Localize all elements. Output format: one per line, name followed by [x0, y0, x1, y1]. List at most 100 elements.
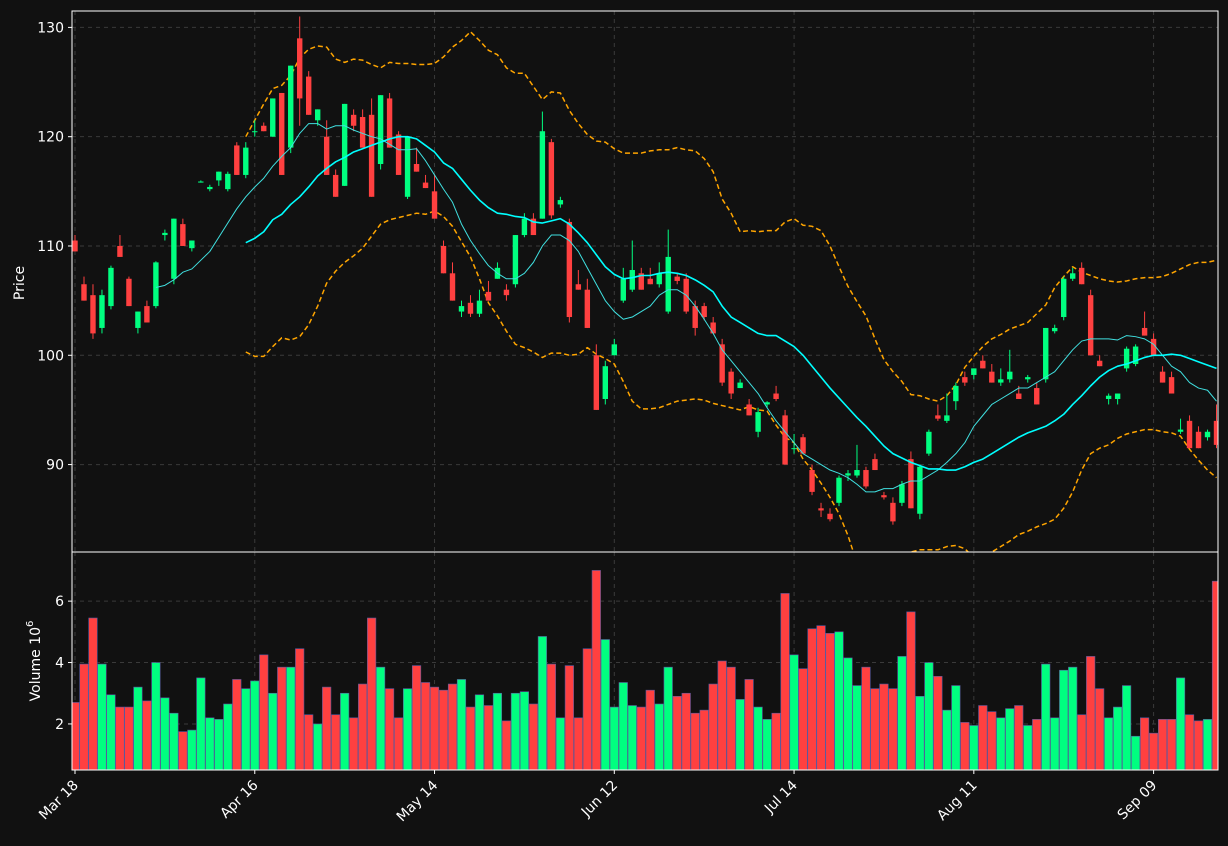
volume-bar	[402, 688, 413, 770]
volume-axis-scale-base: 10	[28, 627, 44, 645]
volume-bar	[609, 706, 619, 770]
candle-body	[755, 412, 761, 432]
volume-bar	[789, 654, 799, 770]
volume-bar	[834, 631, 844, 770]
candle-body	[566, 221, 573, 318]
volume-bar	[933, 676, 943, 770]
volume-bar	[142, 700, 152, 770]
candle-body	[153, 262, 159, 307]
candle-body	[99, 295, 105, 328]
candle-body	[108, 267, 114, 307]
candle-body	[1034, 388, 1040, 405]
volume-bar	[627, 705, 637, 770]
volume-bar	[196, 677, 206, 770]
volume-bar	[771, 712, 781, 770]
volume-bar	[555, 717, 565, 770]
volume-bar	[97, 663, 107, 770]
bollinger-lower-line	[245, 210, 1217, 552]
volume-bar	[618, 682, 628, 770]
volume-bar	[259, 654, 269, 770]
volume-bar	[376, 666, 386, 770]
volume-bar	[1140, 717, 1150, 770]
volume-bar	[807, 628, 817, 770]
candle-body	[1204, 431, 1211, 438]
candle-body	[692, 306, 698, 328]
volume-bar	[546, 663, 556, 770]
candle-body	[1078, 267, 1085, 285]
candle-body	[728, 371, 734, 394]
volume-bar	[1113, 706, 1123, 770]
volume-bar	[483, 705, 494, 770]
candle-body	[962, 377, 968, 383]
candle-body	[908, 459, 914, 509]
volume-bar	[528, 703, 538, 770]
price-tick-label: 110	[37, 239, 64, 255]
volume-bar	[1193, 720, 1204, 770]
volume-bar	[465, 706, 476, 770]
candle-body	[782, 415, 788, 465]
volume-bar	[591, 570, 601, 770]
candle-body	[548, 142, 555, 216]
volume-bar	[88, 617, 98, 770]
volume-bar	[277, 666, 287, 770]
candle-body	[1168, 377, 1175, 394]
candle-body	[377, 95, 384, 165]
volume-bar	[1149, 732, 1159, 770]
candle-body	[1150, 338, 1157, 356]
volume-bar	[978, 705, 988, 770]
candle-body	[989, 371, 995, 383]
volume-bar	[1086, 656, 1096, 770]
candle-body	[332, 174, 339, 197]
candle-body	[476, 300, 483, 314]
candle-body	[899, 484, 905, 503]
volume-bar	[744, 679, 754, 770]
volume-bar	[1014, 705, 1024, 770]
moving-average-short-line	[155, 123, 1217, 493]
candle-body	[395, 134, 402, 175]
candle-body	[791, 448, 797, 450]
candle-body	[800, 437, 806, 454]
volume-bar	[870, 688, 880, 770]
price-tick-label: 120	[37, 130, 64, 146]
candle-body	[216, 171, 222, 181]
volume-bar	[1131, 735, 1141, 770]
candle-body	[288, 65, 294, 148]
candle-body	[773, 393, 779, 399]
candle-body	[944, 415, 950, 421]
candle-body	[818, 508, 824, 511]
volume-bar	[888, 688, 898, 770]
volume-bar	[178, 731, 188, 770]
candle-body	[404, 136, 411, 197]
candle-body	[341, 103, 348, 186]
candle-body	[422, 182, 429, 189]
candle-body	[467, 302, 474, 314]
volume-bar	[798, 668, 808, 770]
volume-bar	[474, 694, 485, 770]
candle-body	[611, 344, 617, 356]
volume-bar	[268, 692, 278, 770]
volume-bar	[645, 689, 655, 770]
candle-body	[252, 131, 258, 133]
price-panel	[72, 16, 1218, 552]
candle-body	[953, 385, 959, 402]
candle-body	[539, 131, 546, 219]
volume-bar	[79, 663, 89, 770]
volume-bar	[1059, 669, 1069, 770]
candle-body	[323, 136, 330, 175]
volume-bar	[1202, 719, 1213, 770]
volume-bar	[996, 717, 1006, 770]
volume-bar	[717, 660, 727, 770]
candle-body	[117, 245, 123, 257]
volume-bar	[915, 696, 925, 770]
candle-body	[198, 181, 204, 183]
candle-body	[368, 114, 375, 197]
volume-bar	[187, 729, 197, 770]
volume-bar	[438, 689, 449, 770]
volume-bar	[1158, 719, 1168, 770]
candle-body	[998, 379, 1004, 383]
candle-body	[656, 273, 662, 285]
volume-bar	[322, 686, 332, 770]
candle-body	[72, 240, 78, 252]
candle-body	[575, 284, 582, 290]
volume-bar	[313, 723, 323, 770]
